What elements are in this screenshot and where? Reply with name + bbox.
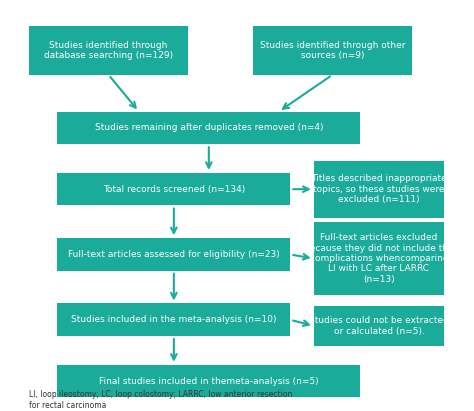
- Text: Studies could not be extracted
or calculated (n=5).: Studies could not be extracted or calcul…: [309, 316, 449, 336]
- FancyBboxPatch shape: [57, 303, 291, 336]
- FancyBboxPatch shape: [57, 365, 360, 397]
- Text: Full-text articles excluded
because they did not include the
complications whenc: Full-text articles excluded because they…: [304, 233, 454, 284]
- FancyBboxPatch shape: [314, 161, 444, 218]
- FancyBboxPatch shape: [253, 26, 411, 75]
- Text: Studies remaining after duplicates removed (n=4): Studies remaining after duplicates remov…: [95, 123, 323, 132]
- FancyBboxPatch shape: [314, 222, 444, 296]
- Text: Studies identified through other
sources (n=9): Studies identified through other sources…: [260, 41, 405, 60]
- Text: Total records screened (n=134): Total records screened (n=134): [103, 185, 245, 194]
- Text: Final studies included in themeta-analysis (n=5): Final studies included in themeta-analys…: [99, 376, 319, 386]
- Text: LI, loop ileostomy; LC, loop colostomy; LARRC, low anterior resection
for rectal: LI, loop ileostomy; LC, loop colostomy; …: [29, 390, 293, 410]
- Text: Studies identified through
database searching (n=129): Studies identified through database sear…: [44, 41, 173, 60]
- FancyBboxPatch shape: [57, 173, 291, 206]
- FancyBboxPatch shape: [57, 238, 291, 271]
- FancyBboxPatch shape: [314, 305, 444, 346]
- FancyBboxPatch shape: [57, 112, 360, 144]
- Text: Full-text articles assessed for eligibility (n=23): Full-text articles assessed for eligibil…: [68, 250, 280, 259]
- Text: Titles described inappropriate
topics, so these studies were
excluded (n=111): Titles described inappropriate topics, s…: [311, 174, 447, 204]
- Text: Studies included in the meta-analysis (n=10): Studies included in the meta-analysis (n…: [71, 315, 277, 324]
- FancyBboxPatch shape: [29, 26, 188, 75]
